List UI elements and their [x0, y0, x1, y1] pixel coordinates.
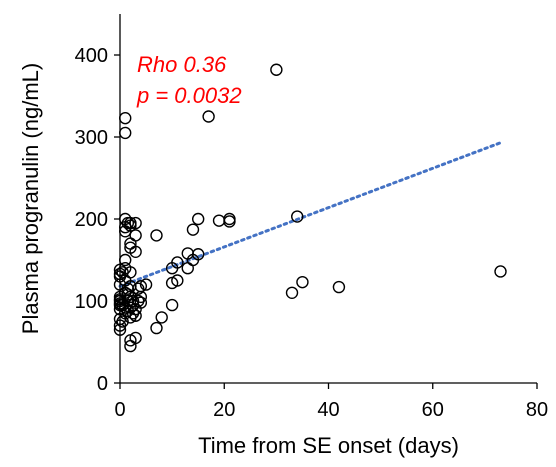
data-point	[134, 280, 148, 293]
data-point	[124, 216, 137, 230]
data-point	[129, 331, 142, 345]
data-point	[165, 298, 179, 312]
axes: 0 20 40 60 80 0 100 200 300 400	[75, 14, 548, 421]
data-point	[129, 216, 142, 230]
data-point	[332, 280, 346, 294]
data-point	[270, 63, 283, 76]
data-point	[150, 321, 163, 335]
data-point	[291, 210, 304, 223]
data-point	[124, 266, 137, 279]
data-point	[191, 212, 205, 226]
rho-annotation: Rho 0.36	[137, 52, 227, 77]
data-point	[186, 223, 200, 236]
data-point	[191, 248, 205, 261]
p-value-annotation: p = 0.0032	[136, 83, 242, 108]
data-point	[223, 215, 236, 228]
y-axis-title: Plasma progranulin (ng/mL)	[18, 63, 43, 334]
x-axis-title: Time from SE onset (days)	[198, 433, 459, 458]
data-point	[119, 253, 132, 267]
x-tick-label: 40	[317, 399, 339, 421]
x-tick-label: 0	[114, 399, 125, 421]
y-tick-label: 100	[75, 291, 108, 313]
data-point	[150, 229, 163, 242]
data-point	[171, 256, 184, 269]
data-point	[202, 110, 215, 123]
data-point	[296, 275, 309, 289]
data-point	[132, 282, 145, 295]
data-point	[126, 294, 140, 308]
data-point	[129, 229, 142, 242]
data-point	[134, 296, 148, 309]
data-point	[223, 212, 236, 226]
data-point	[181, 262, 194, 275]
data-point	[119, 111, 132, 125]
data-point	[139, 278, 153, 291]
data-point	[129, 245, 142, 259]
y-tick-label: 0	[97, 373, 108, 395]
x-tick-label: 80	[526, 399, 548, 421]
data-point	[171, 274, 184, 287]
data-point	[119, 126, 132, 140]
y-tick-label: 400	[75, 45, 108, 67]
data-point	[212, 214, 226, 227]
data-point	[494, 265, 507, 278]
data-point	[155, 311, 168, 324]
data-point	[116, 315, 129, 328]
data-point	[285, 286, 299, 299]
data-point	[129, 309, 142, 322]
y-tick-label: 300	[75, 127, 108, 149]
x-tick-label: 60	[422, 399, 444, 421]
y-tick-label: 200	[75, 209, 108, 231]
x-tick-label: 20	[213, 399, 235, 421]
